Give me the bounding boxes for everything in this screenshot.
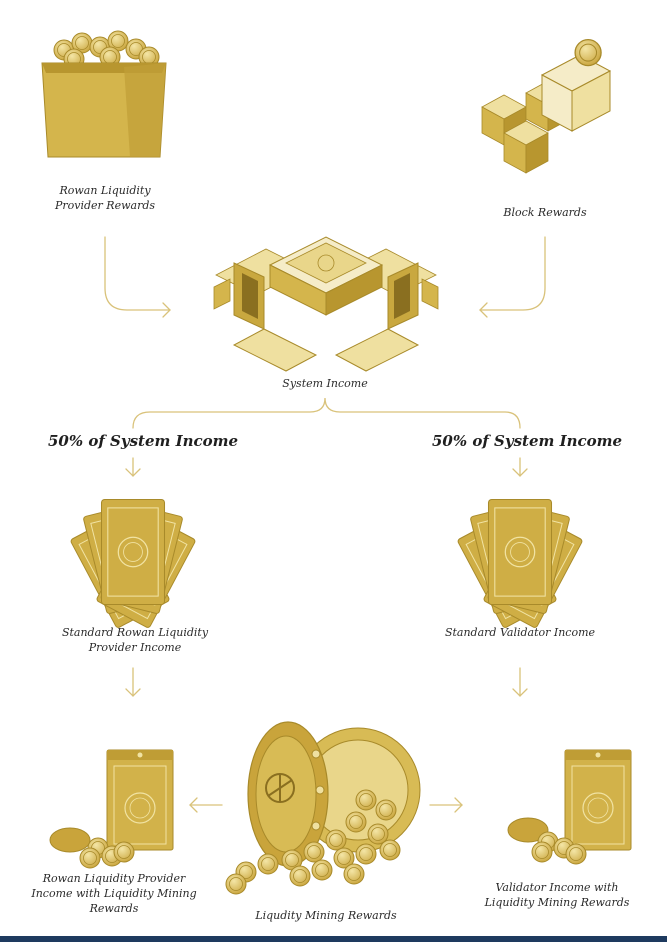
liquidity-mining-rewards-label: Liqudity Mining Rewards: [255, 909, 397, 922]
blocks-icon: [481, 38, 612, 174]
vault-coins-icon: [225, 721, 421, 895]
envelope-coins-icon: [49, 749, 174, 869]
split-right-label: 50% of System Income: [432, 432, 623, 450]
envelope-coins-icon: [507, 749, 632, 865]
system-income-label: System Income: [282, 377, 368, 390]
rowan-lp-with-lm-label: Rowan Liquidity Provider Income with Liq…: [31, 872, 197, 915]
connector-lines: [104, 236, 546, 813]
std-validator-income-label: Standard Validator Income: [444, 626, 596, 639]
coin-basket-icon: [41, 30, 167, 158]
footer-bar: [0, 936, 667, 942]
laptops-server-icon: [213, 236, 439, 372]
std-rowan-lp-income-label: Standard Rowan Liquidity Provider Income: [61, 626, 209, 654]
split-left-label: 50% of System Income: [48, 432, 239, 450]
rowan-lp-rewards-label: Rowan Liquidity Provider Rewards: [54, 184, 156, 212]
envelopes-fan-icon: [69, 498, 197, 630]
validator-with-lm-label: Validator Income with Liquidity Mining R…: [484, 881, 630, 909]
envelopes-fan-icon: [456, 498, 584, 630]
block-rewards-label: Block Rewards: [503, 206, 587, 219]
